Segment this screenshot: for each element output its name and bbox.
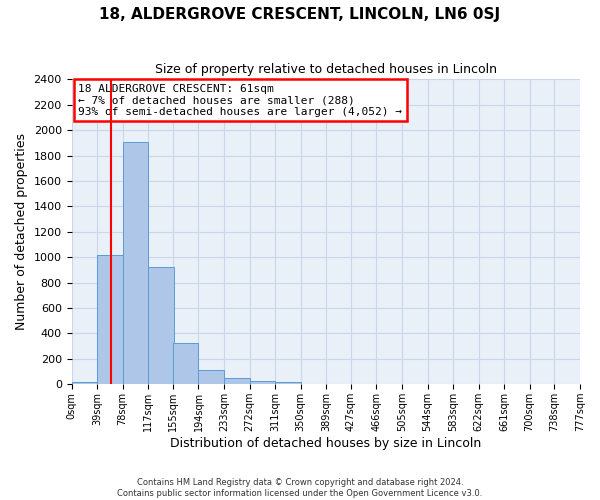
Text: Contains HM Land Registry data © Crown copyright and database right 2024.
Contai: Contains HM Land Registry data © Crown c… bbox=[118, 478, 482, 498]
Title: Size of property relative to detached houses in Lincoln: Size of property relative to detached ho… bbox=[155, 62, 497, 76]
Bar bbox=[275, 382, 301, 384]
Y-axis label: Number of detached properties: Number of detached properties bbox=[15, 134, 28, 330]
Text: 18, ALDERGROVE CRESCENT, LINCOLN, LN6 0SJ: 18, ALDERGROVE CRESCENT, LINCOLN, LN6 0S… bbox=[100, 8, 500, 22]
Bar bbox=[122, 142, 148, 384]
Bar bbox=[199, 370, 224, 384]
Bar bbox=[224, 378, 250, 384]
Bar bbox=[71, 382, 97, 384]
X-axis label: Distribution of detached houses by size in Lincoln: Distribution of detached houses by size … bbox=[170, 437, 481, 450]
Text: 18 ALDERGROVE CRESCENT: 61sqm
← 7% of detached houses are smaller (288)
93% of s: 18 ALDERGROVE CRESCENT: 61sqm ← 7% of de… bbox=[79, 84, 403, 117]
Bar bbox=[250, 381, 275, 384]
Bar bbox=[97, 254, 122, 384]
Bar bbox=[148, 268, 173, 384]
Bar bbox=[173, 343, 199, 384]
